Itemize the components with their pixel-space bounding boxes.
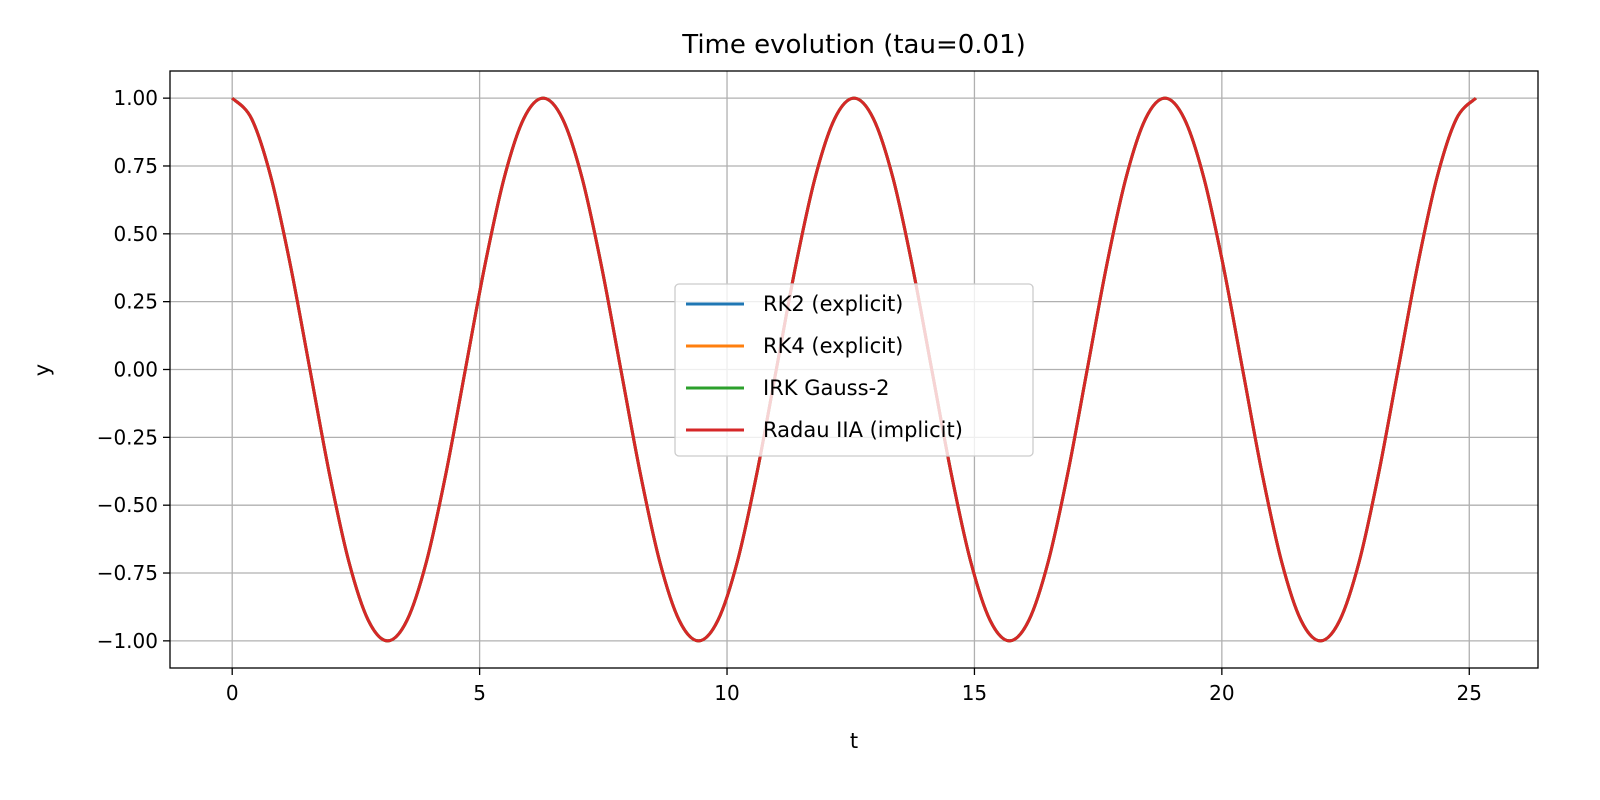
legend-label: RK4 (explicit) xyxy=(763,334,903,358)
series-line-radau-iia-implicit xyxy=(231,96,1477,643)
legend-label: IRK Gauss-2 xyxy=(763,376,890,400)
x-tick-label: 20 xyxy=(1209,681,1234,705)
plot-frame xyxy=(169,70,1539,669)
chart-title: Time evolution (tau=0.01) xyxy=(681,30,1026,60)
x-tick-label: 25 xyxy=(1457,681,1482,705)
y-tick-label: −0.25 xyxy=(97,425,158,449)
y-axis-label: y xyxy=(30,364,54,376)
ticks: 0 5 10 15 20 25 1.00 0.75 0.50 0.25 0.00 −0.25 −0.50… xyxy=(97,86,1482,705)
y-tick-label: −1.00 xyxy=(97,629,158,653)
y-tick-label: 0.25 xyxy=(113,290,158,314)
y-tick-label: −0.75 xyxy=(97,561,158,585)
legend-box xyxy=(674,283,1034,457)
y-tick-label: 0.50 xyxy=(113,222,158,246)
x-tick-label: 15 xyxy=(962,681,987,705)
y-tick-label: 0.75 xyxy=(113,154,158,178)
legend-label: Radau IIA (implicit) xyxy=(763,418,963,442)
y-tick-label: 1.00 xyxy=(113,86,158,110)
x-tick-label: 0 xyxy=(226,681,239,705)
y-tick-label: 0.00 xyxy=(113,358,158,382)
series-lines xyxy=(231,96,1477,643)
x-axis-label: t xyxy=(850,729,858,753)
y-tick-label: −0.50 xyxy=(97,493,158,517)
x-tick-label: 10 xyxy=(714,681,739,705)
x-tick-label: 5 xyxy=(473,681,486,705)
legend: RK2 (explicit) RK4 (explicit) IRK Gauss-2 R… xyxy=(674,283,1034,457)
legend-label: RK2 (explicit) xyxy=(763,292,903,316)
